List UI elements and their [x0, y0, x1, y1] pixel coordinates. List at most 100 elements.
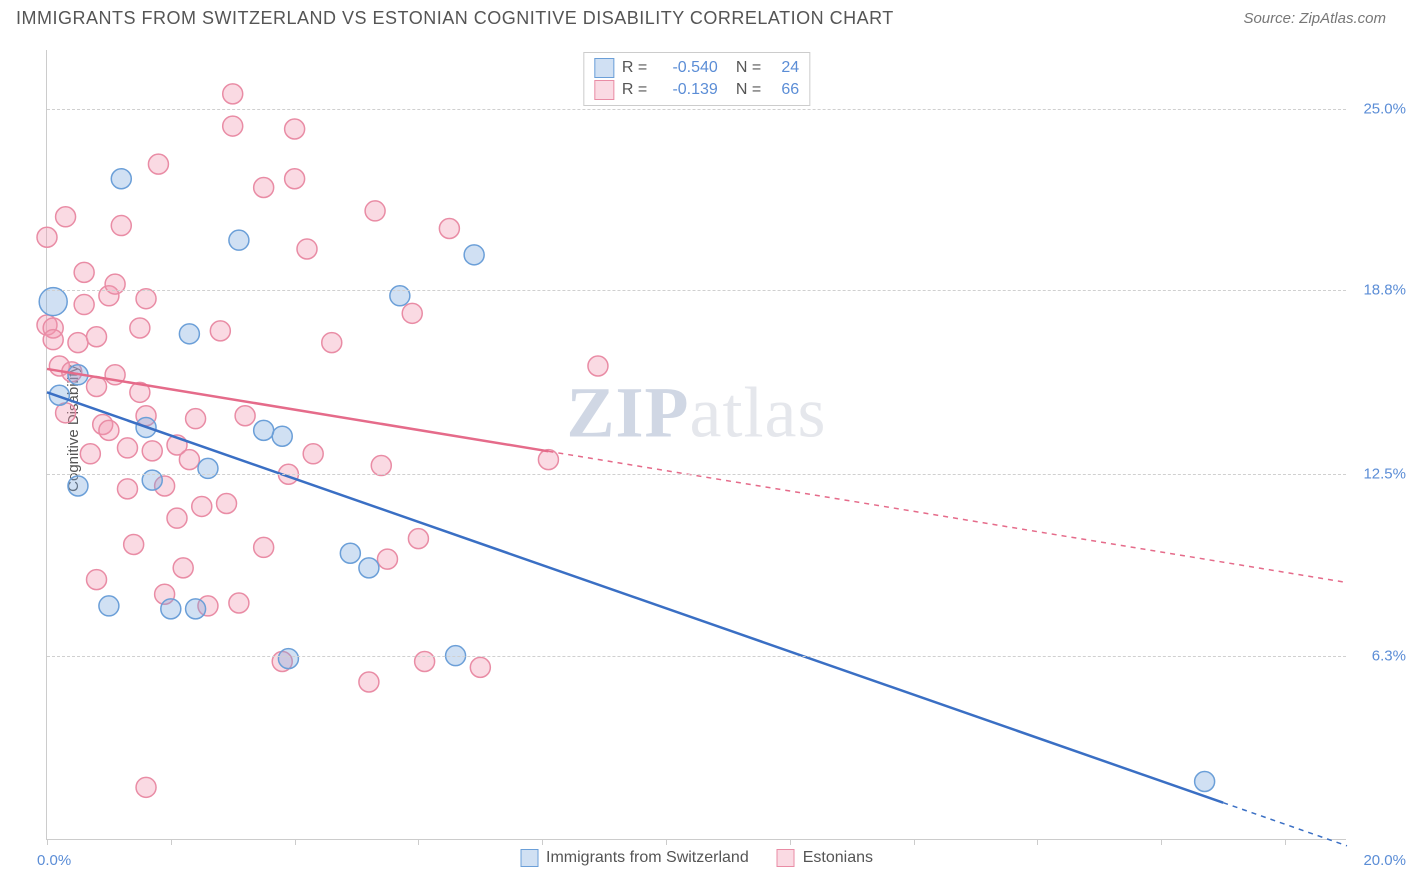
- gridline: [47, 290, 1346, 291]
- swatch-swiss-icon: [594, 58, 614, 78]
- data-point-estonian: [322, 333, 342, 353]
- y-tick-label: 18.8%: [1363, 281, 1406, 298]
- x-tick-start: 0.0%: [37, 852, 71, 869]
- data-point-estonian: [74, 295, 94, 315]
- swatch-estonian-icon: [594, 80, 614, 100]
- data-point-swiss: [359, 558, 379, 578]
- data-point-swiss: [1195, 771, 1215, 791]
- data-point-estonian: [74, 262, 94, 282]
- x-tick: [1285, 839, 1286, 845]
- n-label: N =: [736, 81, 761, 99]
- x-tick: [1037, 839, 1038, 845]
- x-tick: [914, 839, 915, 845]
- data-point-estonian: [99, 420, 119, 440]
- data-point-estonian: [111, 216, 131, 236]
- n-value-swiss: 24: [769, 59, 799, 77]
- data-point-estonian: [254, 178, 274, 198]
- data-point-estonian: [136, 777, 156, 797]
- data-point-swiss: [340, 543, 360, 563]
- data-point-estonian: [142, 441, 162, 461]
- data-point-swiss: [161, 599, 181, 619]
- swatch-swiss-icon: [520, 849, 538, 867]
- r-label: R =: [622, 59, 650, 77]
- x-tick: [790, 839, 791, 845]
- data-point-estonian: [136, 289, 156, 309]
- data-point-estonian: [56, 207, 76, 227]
- data-point-estonian: [186, 409, 206, 429]
- legend-label-estonian: Estonians: [803, 849, 873, 867]
- data-point-swiss: [142, 470, 162, 490]
- n-value-estonian: 66: [769, 81, 799, 99]
- legend-item-swiss: Immigrants from Switzerland: [520, 849, 749, 867]
- correlation-legend: R = -0.540 N = 24 R = -0.139 N = 66: [583, 52, 810, 106]
- data-point-swiss: [99, 596, 119, 616]
- data-point-estonian: [365, 201, 385, 221]
- data-point-estonian: [223, 84, 243, 104]
- data-point-estonian: [80, 444, 100, 464]
- data-point-estonian: [229, 593, 249, 613]
- data-point-estonian: [285, 119, 305, 139]
- data-point-estonian: [303, 444, 323, 464]
- data-point-estonian: [43, 330, 63, 350]
- data-point-estonian: [470, 657, 490, 677]
- data-point-estonian: [297, 239, 317, 259]
- data-point-estonian: [124, 534, 144, 554]
- data-point-swiss: [68, 476, 88, 496]
- gridline: [47, 474, 1346, 475]
- data-point-estonian: [223, 116, 243, 136]
- r-label: R =: [622, 81, 650, 99]
- data-point-estonian: [68, 333, 88, 353]
- x-tick: [1161, 839, 1162, 845]
- legend-row-swiss: R = -0.540 N = 24: [594, 57, 799, 79]
- swatch-estonian-icon: [777, 849, 795, 867]
- data-point-swiss: [111, 169, 131, 189]
- data-point-estonian: [217, 494, 237, 514]
- data-point-estonian: [377, 549, 397, 569]
- data-point-estonian: [87, 570, 107, 590]
- data-point-estonian: [148, 154, 168, 174]
- data-point-estonian: [439, 218, 459, 238]
- y-tick-label: 25.0%: [1363, 100, 1406, 117]
- r-value-swiss: -0.540: [658, 59, 718, 77]
- gridline: [47, 109, 1346, 110]
- data-point-estonian: [538, 450, 558, 470]
- data-point-estonian: [285, 169, 305, 189]
- data-point-estonian: [235, 406, 255, 426]
- data-point-estonian: [254, 537, 274, 557]
- legend-item-estonian: Estonians: [777, 849, 873, 867]
- r-value-estonian: -0.139: [658, 81, 718, 99]
- data-point-estonian: [415, 652, 435, 672]
- y-tick-label: 6.3%: [1372, 647, 1406, 664]
- chart-area: R = -0.540 N = 24 R = -0.139 N = 66 ZIPa…: [46, 50, 1346, 840]
- data-point-estonian: [371, 455, 391, 475]
- x-tick: [418, 839, 419, 845]
- x-tick: [295, 839, 296, 845]
- data-point-estonian: [408, 529, 428, 549]
- data-point-estonian: [130, 318, 150, 338]
- data-point-estonian: [192, 496, 212, 516]
- x-tick: [542, 839, 543, 845]
- data-point-estonian: [402, 303, 422, 323]
- chart-svg: [47, 50, 1347, 840]
- x-tick: [666, 839, 667, 845]
- data-point-swiss: [229, 230, 249, 250]
- data-point-estonian: [167, 508, 187, 528]
- data-point-swiss: [186, 599, 206, 619]
- data-point-estonian: [105, 274, 125, 294]
- data-point-swiss: [39, 288, 67, 316]
- data-point-estonian: [87, 376, 107, 396]
- legend-label-swiss: Immigrants from Switzerland: [546, 849, 749, 867]
- data-point-estonian: [173, 558, 193, 578]
- trend-line-swiss: [47, 392, 1223, 802]
- x-tick-end: 20.0%: [1363, 852, 1406, 869]
- trend-line-dashed-estonian: [548, 451, 1347, 582]
- data-point-swiss: [254, 420, 274, 440]
- data-point-estonian: [37, 227, 57, 247]
- data-point-swiss: [390, 286, 410, 306]
- data-point-estonian: [179, 450, 199, 470]
- legend-row-estonian: R = -0.139 N = 66: [594, 79, 799, 101]
- y-tick-label: 12.5%: [1363, 466, 1406, 483]
- source-label: Source: ZipAtlas.com: [1243, 10, 1386, 27]
- data-point-estonian: [359, 672, 379, 692]
- data-point-estonian: [87, 327, 107, 347]
